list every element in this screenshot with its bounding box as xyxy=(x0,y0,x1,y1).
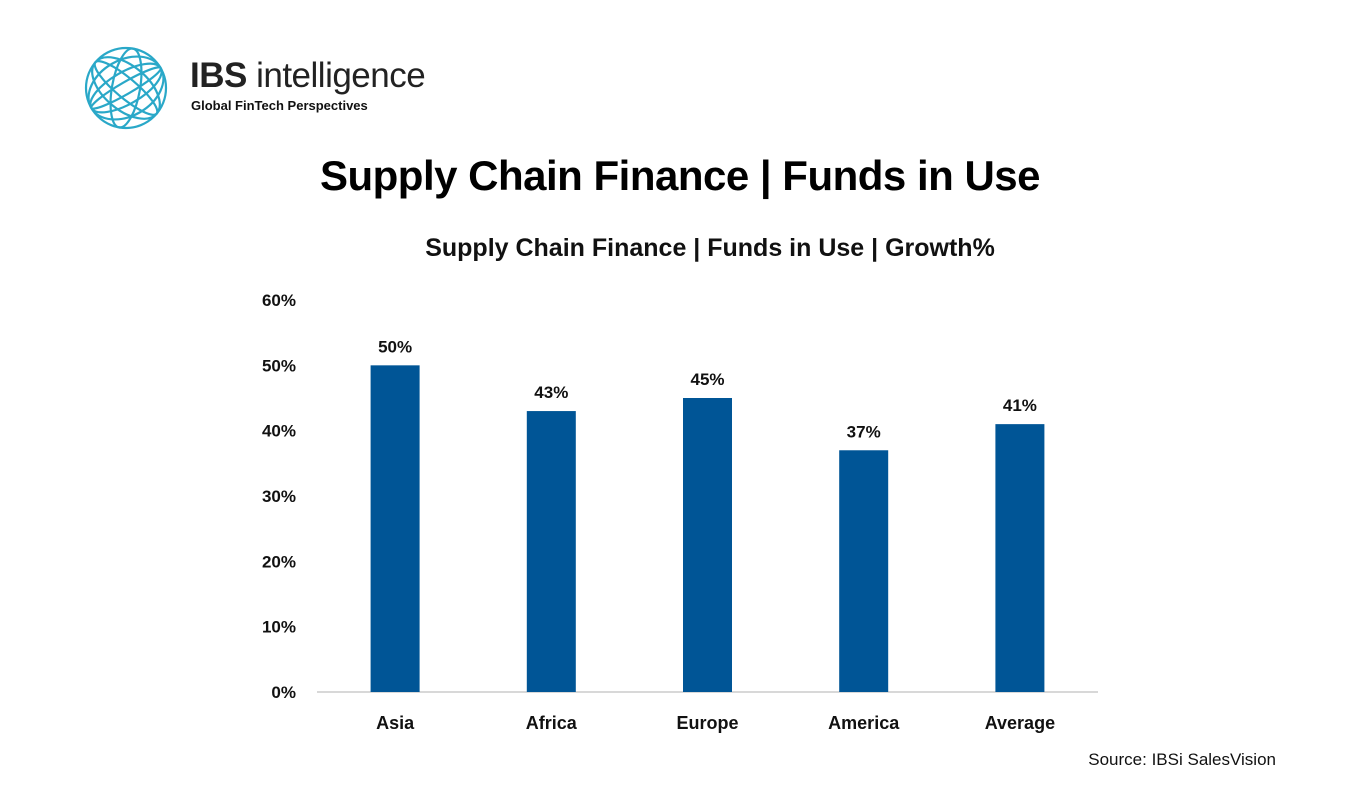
y-tick-label: 20% xyxy=(262,552,296,571)
chart-title: Supply Chain Finance | Funds in Use | Gr… xyxy=(425,234,995,262)
page-title: Supply Chain Finance | Funds in Use xyxy=(319,152,1041,199)
y-tick-label: 50% xyxy=(262,356,296,375)
data-label: 43% xyxy=(534,383,568,402)
company-logo: IBS intelligence Global FinTech Perspect… xyxy=(82,44,442,134)
x-tick-label: America xyxy=(828,713,900,733)
bar-america xyxy=(839,450,889,692)
bar-average xyxy=(995,424,1045,692)
y-tick-label: 0% xyxy=(271,683,296,702)
data-label: 50% xyxy=(378,337,412,356)
y-tick-label: 10% xyxy=(262,618,296,637)
y-tick-label: 40% xyxy=(262,422,296,441)
brand-name: IBS intelligence xyxy=(190,56,426,95)
bar-asia xyxy=(370,365,420,692)
x-tick-label: Average xyxy=(985,713,1055,733)
data-label: 37% xyxy=(847,422,881,441)
x-tick-label: Asia xyxy=(376,713,415,733)
y-tick-label: 60% xyxy=(262,291,296,310)
data-label: 41% xyxy=(1003,396,1037,415)
x-tick-label: Europe xyxy=(676,713,738,733)
globe-icon xyxy=(84,46,168,130)
source-note: Source: IBSi SalesVision xyxy=(1088,750,1276,769)
x-tick-label: Africa xyxy=(526,713,578,733)
y-tick-label: 30% xyxy=(262,487,296,506)
bar-europe xyxy=(683,398,732,692)
brand-tagline: Global FinTech Perspectives xyxy=(191,98,368,113)
bar-africa xyxy=(526,411,576,692)
data-label: 45% xyxy=(690,370,724,389)
